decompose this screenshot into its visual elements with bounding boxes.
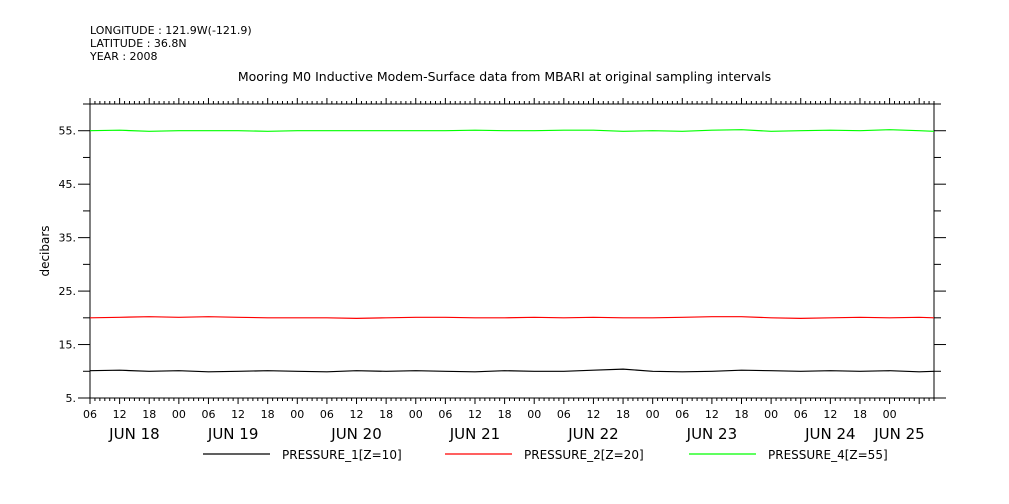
- x-hour-tick-label: 06: [320, 408, 334, 421]
- x-day-label: JUN 24: [804, 425, 855, 443]
- series-line: [89, 368, 935, 373]
- x-hour-tick-label: 00: [172, 408, 186, 421]
- x-day-label: JUN 21: [449, 425, 500, 443]
- y-tick-label: 25.: [59, 285, 77, 298]
- x-hour-tick-label: 06: [675, 408, 689, 421]
- x-hour-tick-label: 18: [379, 408, 393, 421]
- legend-label: PRESSURE_4[Z=55]: [768, 448, 888, 462]
- y-tick-label: 15.: [59, 339, 77, 352]
- y-tick-label: 45.: [59, 178, 77, 191]
- x-hour-tick-label: 06: [201, 408, 215, 421]
- x-hour-tick-label: 12: [231, 408, 245, 421]
- x-hour-tick-label: 06: [438, 408, 452, 421]
- y-tick-label: 5.: [66, 392, 77, 405]
- x-hour-tick-label: 12: [823, 408, 837, 421]
- x-hour-tick-label: 18: [261, 408, 275, 421]
- x-day-label: JUN 22: [567, 425, 618, 443]
- legend: PRESSURE_1[Z=10] PRESSURE_2[Z=20] PRESSURE…: [203, 448, 888, 462]
- y-axis-label: decibars: [38, 225, 52, 276]
- longitude-label: LONGITUDE : 121.9W(-121.9): [90, 24, 252, 37]
- x-hour-tick-label: 00: [527, 408, 541, 421]
- legend-label: PRESSURE_1[Z=10]: [282, 448, 402, 462]
- x-hour-tick-label: 00: [646, 408, 660, 421]
- x-hour-tick-label: 06: [794, 408, 808, 421]
- chart-title: Mooring M0 Inductive Modem-Surface data …: [237, 69, 772, 84]
- x-hour-tick-label: 00: [290, 408, 304, 421]
- x-hour-tick-label: 12: [350, 408, 364, 421]
- x-hour-tick-label: 06: [83, 408, 97, 421]
- plot-frame: [89, 103, 935, 399]
- x-hour-tick-label: 18: [853, 408, 867, 421]
- year-label: YEAR : 2008: [90, 50, 158, 63]
- x-hour-tick-label: 00: [409, 408, 423, 421]
- series-line: [89, 316, 935, 320]
- legend-label: PRESSURE_2[Z=20]: [524, 448, 644, 462]
- latitude-label: LATITUDE : 36.8N: [90, 37, 187, 50]
- x-day-label: JUN 19: [207, 425, 258, 443]
- x-hour-tick-label: 18: [735, 408, 749, 421]
- x-hour-tick-label: 18: [142, 408, 156, 421]
- x-hour-tick-label: 12: [468, 408, 482, 421]
- x-hour-tick-label: 12: [705, 408, 719, 421]
- x-day-label: JUN 25: [873, 425, 924, 443]
- x-hour-tick-label: 12: [113, 408, 127, 421]
- series-layer: [89, 129, 935, 373]
- x-hour-tick-label: 06: [557, 408, 571, 421]
- x-day-label: JUN 23: [686, 425, 737, 443]
- x-hour-tick-label: 00: [764, 408, 778, 421]
- y-tick-label: 55.: [59, 125, 77, 138]
- x-hour-tick-label: 00: [883, 408, 897, 421]
- x-hour-tick-label: 12: [586, 408, 600, 421]
- tick-layer: 06 12 18 00 06 12 18 00 06 12 18 00 06 12 18 00 06 12 18 00…: [59, 98, 946, 443]
- series-line: [89, 129, 935, 132]
- x-hour-tick-label: 18: [498, 408, 512, 421]
- y-tick-label: 35.: [59, 232, 77, 245]
- x-hour-tick-label: 18: [616, 408, 630, 421]
- x-day-label: JUN 20: [330, 425, 381, 443]
- x-day-label: JUN 18: [108, 425, 159, 443]
